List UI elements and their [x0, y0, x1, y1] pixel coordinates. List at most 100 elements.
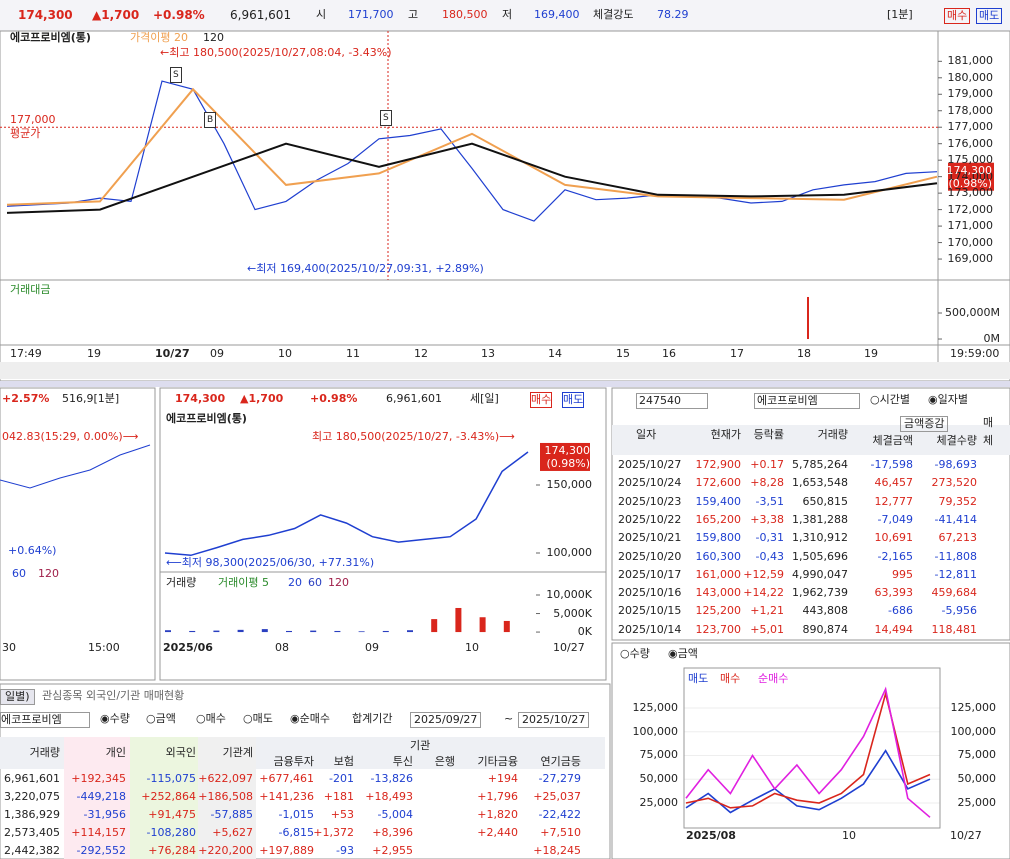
cell: +1,372 — [313, 826, 354, 839]
cell: +194 — [487, 772, 518, 785]
radio: ○시간별 — [870, 393, 910, 406]
cell: 2025/10/15 — [618, 604, 682, 618]
label: 체결강도 — [593, 8, 634, 21]
cell: +1,796 — [477, 790, 518, 803]
volume-bar — [503, 620, 510, 633]
legend: 순매수 — [758, 672, 789, 685]
series-line — [685, 749, 931, 814]
sell-button[interactable]: 매도 — [976, 8, 1003, 24]
cell: 159,400 — [695, 494, 742, 508]
column-header: 체 — [983, 434, 994, 447]
y-tick-label: 100,000 — [950, 724, 997, 738]
label: 시 — [316, 8, 327, 21]
change: ▲1,700 — [240, 392, 284, 405]
tab[interactable]: 일별) — [0, 689, 35, 705]
buy-button[interactable]: 매수 — [944, 8, 971, 24]
column-header: 개인 — [105, 746, 126, 759]
cell: -22,422 — [538, 808, 581, 821]
x-tick-label: 08 — [275, 641, 289, 654]
cell: 1,962,739 — [792, 586, 848, 600]
column-header: 금융투자 — [273, 755, 314, 768]
strength: 78.29 — [657, 8, 689, 21]
cell: +53 — [330, 808, 354, 821]
legend: 60 — [308, 576, 322, 589]
y-tick-label: 25,000 — [957, 796, 997, 809]
cell: 650,815 — [802, 494, 849, 508]
cell: 995 — [892, 567, 913, 581]
cell: +2,440 — [477, 826, 518, 839]
cell: 2,573,405 — [4, 826, 60, 839]
column-header: 기관 — [410, 739, 431, 752]
x-tick-label: 10/27 — [155, 347, 190, 360]
cell: -41,414 — [934, 512, 977, 526]
low-note: ⟵최저 98,300(2025/06/30, +77.31%) — [166, 556, 375, 569]
main-panel — [0, 30, 1010, 382]
y-tick-label: 177,000 — [947, 120, 994, 134]
y-tick-label: 170,000 — [947, 235, 994, 249]
volume-bar — [286, 630, 292, 633]
volume-bar — [310, 630, 317, 633]
column-header: 체결금액 — [872, 434, 913, 447]
y-tick-label: 178,000 — [947, 103, 994, 117]
low-note: ←최저 169,400(2025/10/27,09:31, +2.89%) — [247, 262, 484, 275]
radio: ◉금액 — [668, 647, 698, 660]
x-tick-label: 30 — [2, 641, 16, 654]
cell: 3,220,075 — [4, 790, 60, 803]
series-line — [6, 142, 938, 214]
cell: 1,381,288 — [792, 512, 848, 526]
high-note: ←최고 180,500(2025/10/27,08:04, -3.43%) — [160, 46, 392, 59]
info: 516,9[1분] — [62, 392, 120, 405]
tab[interactable]: 관심종목 외국인/기관 매매현황 — [42, 689, 185, 702]
volume: 6,961,601 — [230, 8, 292, 22]
volume-bar — [358, 631, 365, 633]
series-line — [685, 686, 931, 818]
volume-bar — [237, 629, 244, 633]
y-tick-label: 179,000 — [947, 87, 994, 101]
cell: 2025/10/16 — [618, 586, 682, 600]
cell: 1,310,912 — [792, 531, 848, 545]
x-tick-label: 18 — [797, 347, 811, 360]
change: ▲1,700 — [92, 8, 140, 22]
volume-bar — [455, 607, 462, 633]
column-header: 체결수량 — [936, 434, 977, 447]
header: 매 — [983, 416, 994, 429]
mode-select[interactable]: 금액증감 — [900, 416, 949, 432]
cell: 459,684 — [931, 586, 978, 600]
label: ~ — [504, 712, 514, 725]
y-tick-label: 150,000 — [546, 478, 593, 491]
x-tick-label: 12 — [414, 347, 428, 360]
cell: 1,505,696 — [792, 549, 848, 563]
cell: -449,218 — [76, 790, 126, 803]
series-line — [6, 87, 938, 206]
y-tick-label: 181,000 — [947, 54, 994, 68]
buy-button[interactable]: 매수 — [530, 392, 553, 408]
cell: +0.17 — [750, 458, 784, 471]
table-header-bg — [612, 425, 1010, 455]
cell: 1,653,548 — [792, 476, 848, 490]
cell: 2025/10/21 — [618, 531, 682, 545]
cell: +114,157 — [71, 826, 126, 839]
interval: [1분] — [887, 8, 913, 21]
trade-marker: B — [204, 112, 217, 128]
current-box — [948, 162, 994, 191]
volume-title: 거래대금 — [10, 283, 51, 296]
code-input[interactable]: 247540 — [636, 393, 708, 409]
x-tick-label: 17:49 — [10, 347, 42, 360]
x-tick-label: 19:59:00 — [950, 347, 1000, 360]
cell: 2025/10/22 — [618, 512, 682, 526]
cell: +7,510 — [540, 826, 581, 839]
cell: -17,598 — [870, 458, 913, 471]
x-tick-label: 10/27 — [950, 829, 982, 842]
cell: +197,889 — [259, 844, 314, 857]
cell: 2025/10/27 — [618, 458, 682, 471]
cell: -292,552 — [76, 844, 126, 857]
cell: -0,43 — [755, 549, 784, 563]
column-header: 보험 — [333, 755, 354, 768]
cell: +5,01 — [750, 622, 784, 636]
y-tick-label: 50,000 — [639, 772, 679, 786]
column-header: 외국인 — [165, 746, 196, 759]
cell: +18,493 — [365, 790, 413, 803]
cell: 5,785,264 — [792, 458, 848, 471]
sell-button[interactable]: 매도 — [562, 392, 585, 408]
high-note: 최고 180,500(2025/10/27, -3.43%)⟶ — [312, 430, 515, 443]
